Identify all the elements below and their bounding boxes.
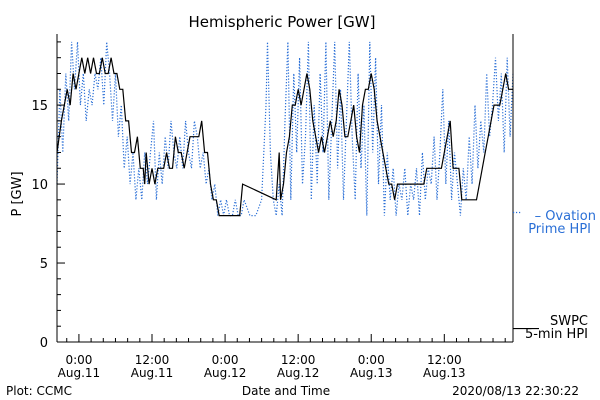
x-tick-label-date: Aug.13: [423, 366, 466, 380]
y-tick-label: 5: [40, 257, 48, 272]
x-tick-label-time: 0:00: [358, 353, 385, 367]
x-tick-label-time: 12:00: [135, 353, 170, 367]
x-axis-label: Date and Time: [242, 384, 330, 398]
chart-title: Hemispheric Power [GW]: [189, 13, 376, 31]
x-tick-label-date: Aug.11: [131, 366, 174, 380]
x-tick-label-time: 0:00: [212, 353, 239, 367]
x-tick-label-date: Aug.12: [277, 366, 320, 380]
series-line-ovation: [56, 41, 514, 217]
x-tick-label-date: Aug.12: [204, 366, 247, 380]
x-tick-label-date: Aug.13: [350, 366, 393, 380]
y-tick-label: 0: [40, 336, 48, 351]
legend-ovation-line2: Prime HPI: [528, 222, 591, 237]
footer-timestamp: 2020/08/13 22:30:22: [452, 384, 579, 398]
y-tick-label: 15: [31, 99, 48, 114]
y-axis-label: P [GW]: [10, 171, 25, 216]
plot-area: [56, 41, 514, 217]
legend: [513, 211, 539, 330]
x-tick-label-time: 12:00: [427, 353, 462, 367]
legend-ovation-line1: – Ovation: [535, 209, 596, 224]
axes: 0510150:00Aug.1112:00Aug.110:00Aug.1212:…: [31, 34, 539, 380]
series-line-swpc: [56, 57, 513, 217]
x-tick-label-time: 0:00: [65, 353, 92, 367]
x-tick-label-time: 12:00: [281, 353, 316, 367]
x-tick-label-date: Aug.11: [58, 366, 101, 380]
y-tick-label: 10: [31, 178, 48, 193]
legend-swpc-line2: 5-min HPI: [525, 327, 588, 342]
footer-plot-credit: Plot: CCMC: [6, 384, 72, 398]
legend-swpc-line1: SWPC: [550, 314, 588, 329]
